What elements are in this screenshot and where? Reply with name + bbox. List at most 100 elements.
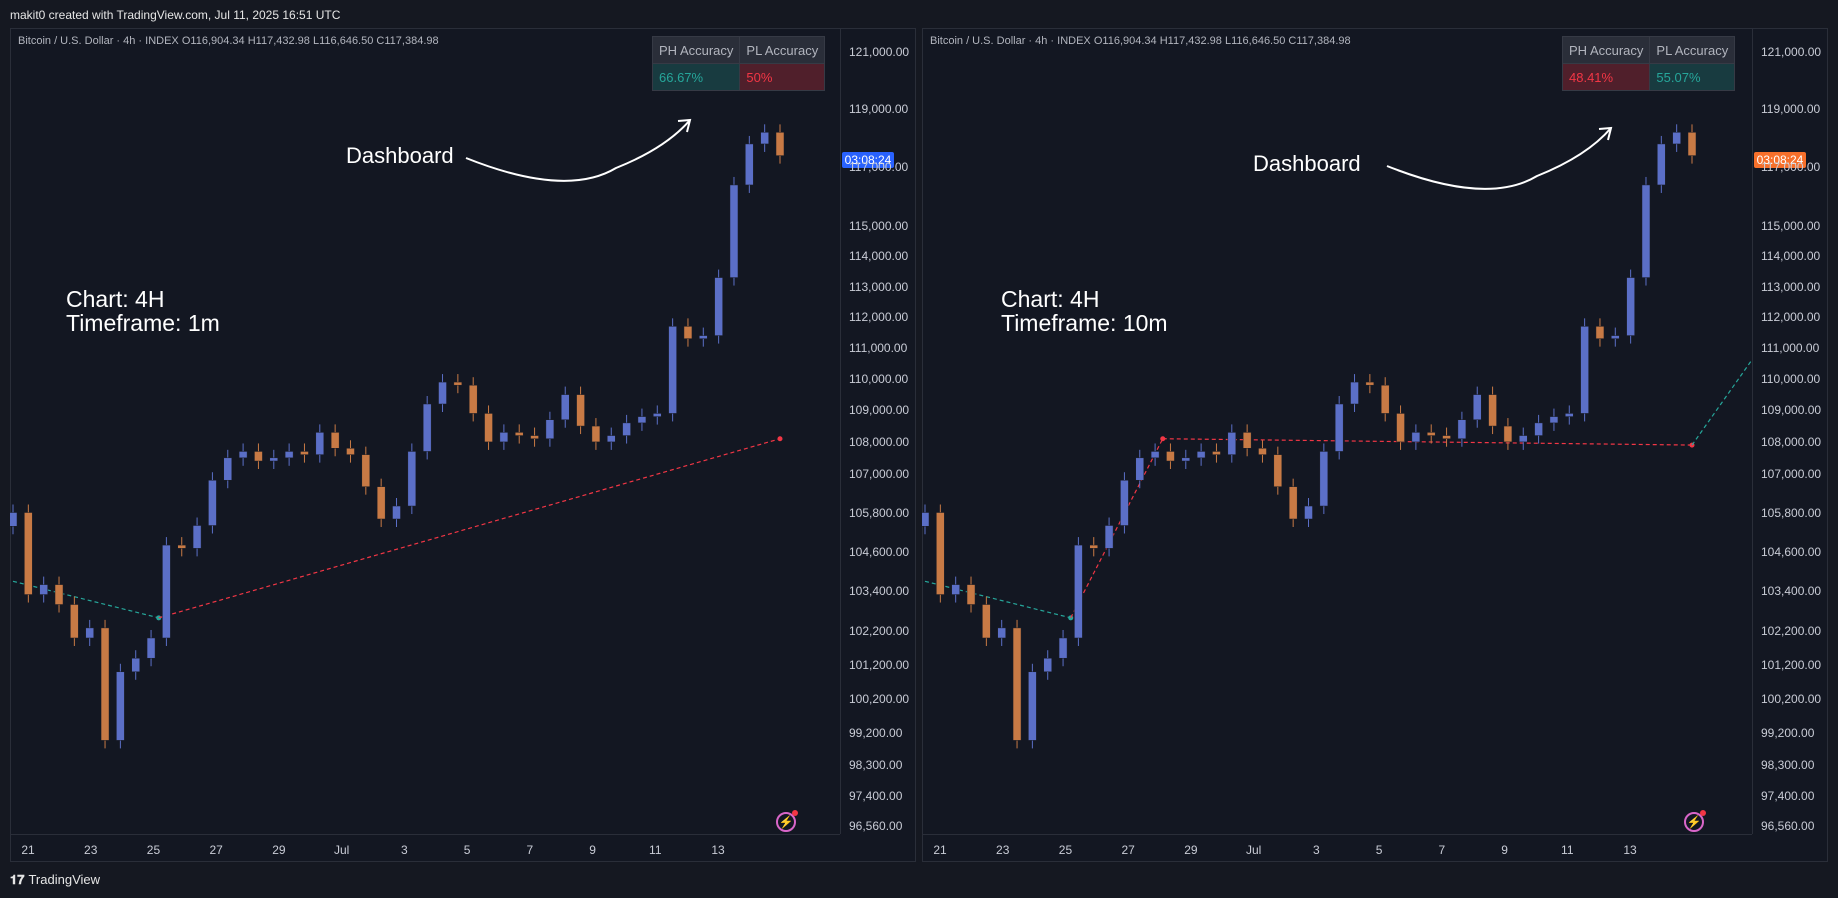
candle[interactable] bbox=[1380, 384, 1390, 414]
candle[interactable] bbox=[453, 381, 463, 386]
chart-panel-right[interactable]: Bitcoin / U.S. Dollar · 4h · INDEX O116,… bbox=[920, 28, 1838, 863]
candle[interactable] bbox=[330, 432, 340, 449]
candle[interactable] bbox=[361, 454, 371, 487]
candle[interactable] bbox=[1304, 505, 1313, 520]
time-axis[interactable]: 21 23 25 27 29 Jul 3 5 7 9 11 13 bbox=[10, 834, 840, 863]
price-axis[interactable]: 03:08:24 121,000.00 119,000.00 117,000.00 1… bbox=[1752, 28, 1829, 834]
candle[interactable] bbox=[208, 479, 217, 526]
chart-panel-left[interactable]: Bitcoin / U.S. Dollar · 4h · INDEX O116,… bbox=[8, 28, 917, 863]
candle[interactable] bbox=[1334, 403, 1344, 452]
candle[interactable] bbox=[1150, 451, 1160, 459]
candle[interactable] bbox=[484, 413, 493, 443]
candle[interactable] bbox=[1641, 184, 1651, 278]
candle[interactable] bbox=[966, 584, 976, 605]
candle[interactable] bbox=[530, 435, 539, 439]
price-chart-svg[interactable] bbox=[920, 28, 1838, 834]
candle[interactable] bbox=[116, 671, 125, 741]
candle[interactable] bbox=[54, 584, 64, 605]
candle[interactable] bbox=[1227, 432, 1237, 455]
candle[interactable] bbox=[1580, 326, 1589, 414]
candle[interactable] bbox=[346, 448, 355, 455]
candle[interactable] bbox=[920, 512, 930, 527]
candle[interactable] bbox=[8, 512, 18, 527]
candle[interactable] bbox=[300, 451, 309, 455]
candle[interactable] bbox=[1549, 416, 1559, 424]
candle[interactable] bbox=[1565, 413, 1574, 417]
candle[interactable] bbox=[1028, 671, 1037, 741]
candle[interactable] bbox=[315, 432, 325, 455]
candle[interactable] bbox=[545, 419, 555, 439]
candle[interactable] bbox=[1396, 413, 1405, 443]
candle[interactable] bbox=[775, 132, 785, 156]
candle[interactable] bbox=[760, 132, 769, 145]
candle[interactable] bbox=[1611, 335, 1620, 339]
candle[interactable] bbox=[637, 416, 647, 424]
candle[interactable] bbox=[1196, 451, 1206, 459]
candle[interactable] bbox=[238, 451, 248, 459]
candle[interactable] bbox=[1350, 381, 1359, 405]
candle[interactable] bbox=[699, 335, 708, 339]
candle[interactable] bbox=[1181, 457, 1191, 462]
candle[interactable] bbox=[1426, 432, 1436, 436]
candle[interactable] bbox=[745, 143, 754, 186]
candle[interactable] bbox=[162, 544, 171, 639]
candle[interactable] bbox=[254, 451, 263, 462]
candle[interactable] bbox=[468, 384, 478, 414]
candle[interactable] bbox=[131, 657, 140, 673]
candle[interactable] bbox=[1273, 454, 1283, 487]
candle[interactable] bbox=[591, 425, 601, 443]
candle[interactable] bbox=[1089, 544, 1098, 549]
price-axis[interactable]: 03:08:24 121,000.00 119,000.00 117,000.00 1… bbox=[840, 28, 917, 834]
candle[interactable] bbox=[683, 326, 693, 339]
candle[interactable] bbox=[514, 432, 524, 436]
candle[interactable] bbox=[1519, 435, 1528, 443]
candle[interactable] bbox=[622, 422, 631, 436]
candle[interactable] bbox=[1319, 451, 1329, 507]
candle[interactable] bbox=[284, 451, 294, 459]
candle[interactable] bbox=[1534, 422, 1543, 436]
candle[interactable] bbox=[1442, 435, 1451, 439]
candle[interactable] bbox=[1120, 479, 1129, 526]
candle[interactable] bbox=[607, 435, 616, 443]
candle[interactable] bbox=[1074, 544, 1083, 639]
candle[interactable] bbox=[146, 637, 156, 659]
candle[interactable] bbox=[223, 457, 233, 481]
candle[interactable] bbox=[1365, 381, 1375, 386]
candle[interactable] bbox=[1166, 451, 1175, 462]
candle[interactable] bbox=[936, 512, 945, 595]
lightning-icon[interactable]: ⚡ bbox=[1684, 810, 1706, 832]
candle[interactable] bbox=[1503, 425, 1513, 443]
time-axis[interactable]: 21 23 25 27 29 Jul 3 5 7 9 11 13 bbox=[922, 834, 1752, 863]
plot-area[interactable]: Bitcoin / U.S. Dollar · 4h · INDEX O116,… bbox=[8, 28, 840, 834]
candle[interactable] bbox=[1104, 525, 1114, 549]
candle[interactable] bbox=[85, 627, 94, 639]
candle[interactable] bbox=[100, 627, 110, 741]
candle[interactable] bbox=[269, 457, 279, 462]
candle[interactable] bbox=[1058, 637, 1068, 659]
candle[interactable] bbox=[1288, 486, 1298, 520]
candle[interactable] bbox=[1135, 457, 1145, 481]
candle[interactable] bbox=[729, 184, 739, 278]
candle[interactable] bbox=[1626, 277, 1635, 336]
candle[interactable] bbox=[499, 432, 509, 443]
candle[interactable] bbox=[407, 451, 417, 507]
candle[interactable] bbox=[576, 394, 585, 427]
candle[interactable] bbox=[376, 486, 386, 520]
candle[interactable] bbox=[1411, 432, 1421, 443]
candle[interactable] bbox=[1657, 143, 1666, 186]
candle[interactable] bbox=[1488, 394, 1497, 427]
candle[interactable] bbox=[714, 277, 723, 336]
candle[interactable] bbox=[1043, 657, 1052, 673]
candle[interactable] bbox=[997, 627, 1006, 639]
candle[interactable] bbox=[438, 381, 447, 405]
candle[interactable] bbox=[177, 544, 186, 549]
candle[interactable] bbox=[668, 326, 677, 414]
candle[interactable] bbox=[1472, 394, 1482, 420]
candle[interactable] bbox=[1212, 451, 1221, 455]
price-chart-svg[interactable] bbox=[8, 28, 840, 834]
candle[interactable] bbox=[39, 584, 48, 595]
candle[interactable] bbox=[70, 604, 79, 639]
candle[interactable] bbox=[24, 512, 33, 595]
candle[interactable] bbox=[422, 403, 432, 452]
candle[interactable] bbox=[1457, 419, 1467, 439]
